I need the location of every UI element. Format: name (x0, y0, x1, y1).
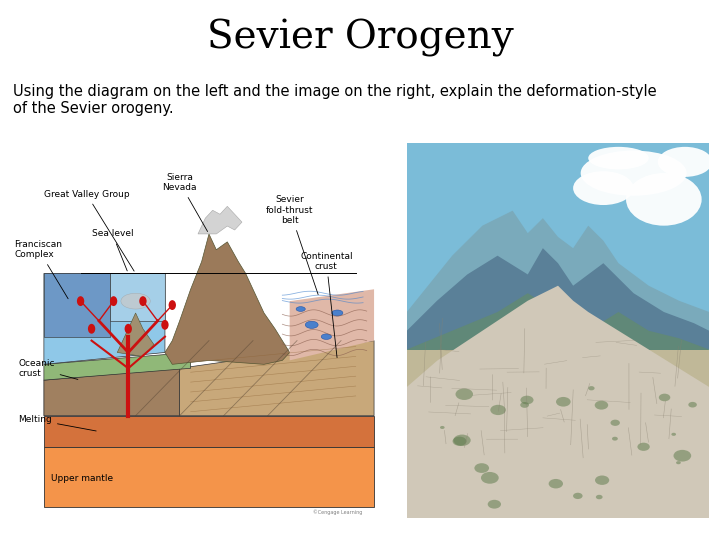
Ellipse shape (110, 296, 117, 306)
Bar (407, 349, 709, 518)
Ellipse shape (305, 321, 318, 328)
Polygon shape (407, 293, 709, 368)
Ellipse shape (658, 147, 712, 177)
Text: Continental
crust: Continental crust (300, 252, 353, 357)
Polygon shape (198, 206, 242, 234)
Polygon shape (117, 313, 154, 356)
Ellipse shape (161, 320, 168, 330)
Ellipse shape (671, 433, 676, 436)
Ellipse shape (456, 388, 473, 400)
Ellipse shape (88, 324, 95, 334)
Ellipse shape (521, 396, 534, 404)
Ellipse shape (595, 476, 609, 485)
Ellipse shape (453, 437, 467, 446)
Bar (407, 143, 709, 349)
Polygon shape (44, 273, 110, 336)
Ellipse shape (580, 151, 686, 195)
Text: Oceanic
crust: Oceanic crust (18, 359, 78, 380)
Ellipse shape (487, 500, 501, 509)
Text: Sevier Orogeny: Sevier Orogeny (207, 19, 513, 57)
Polygon shape (407, 248, 709, 349)
Text: Melting: Melting (18, 415, 96, 431)
Polygon shape (44, 273, 165, 364)
Ellipse shape (440, 426, 445, 429)
Ellipse shape (321, 334, 331, 340)
Polygon shape (44, 353, 191, 380)
Ellipse shape (596, 495, 603, 500)
Polygon shape (407, 286, 709, 518)
Ellipse shape (676, 461, 681, 464)
Ellipse shape (77, 296, 84, 306)
Ellipse shape (588, 147, 649, 170)
Polygon shape (165, 234, 289, 364)
Ellipse shape (332, 310, 343, 316)
Text: Using the diagram on the left and the image on the right, explain the deformatio: Using the diagram on the left and the im… (13, 84, 657, 116)
Ellipse shape (139, 296, 147, 306)
Ellipse shape (454, 435, 471, 446)
Polygon shape (110, 273, 165, 321)
Text: Upper mantle: Upper mantle (51, 475, 113, 483)
Ellipse shape (481, 472, 499, 484)
Ellipse shape (474, 463, 489, 473)
Ellipse shape (626, 173, 701, 226)
Ellipse shape (556, 397, 571, 407)
Ellipse shape (611, 420, 620, 426)
Polygon shape (44, 447, 374, 507)
Ellipse shape (673, 450, 691, 462)
Ellipse shape (296, 307, 305, 312)
Text: Sevier
fold-thrust
belt: Sevier fold-thrust belt (266, 195, 318, 294)
Polygon shape (407, 211, 709, 349)
Ellipse shape (121, 293, 150, 309)
Ellipse shape (637, 443, 649, 451)
Ellipse shape (490, 405, 506, 415)
Ellipse shape (612, 437, 618, 441)
Ellipse shape (595, 401, 608, 410)
Ellipse shape (588, 386, 595, 390)
Ellipse shape (573, 492, 582, 499)
Polygon shape (44, 368, 179, 416)
Polygon shape (179, 341, 374, 416)
Ellipse shape (168, 300, 176, 310)
Text: ©Cengage Learning: ©Cengage Learning (312, 510, 362, 516)
Text: Franciscan
Complex: Franciscan Complex (14, 240, 68, 299)
Text: Sea level: Sea level (91, 230, 133, 271)
Ellipse shape (125, 324, 132, 334)
Ellipse shape (659, 394, 670, 401)
Ellipse shape (573, 171, 634, 205)
Polygon shape (289, 289, 374, 360)
Polygon shape (44, 416, 374, 447)
Ellipse shape (521, 402, 529, 408)
Ellipse shape (549, 479, 563, 489)
Text: Great Valley Group: Great Valley Group (44, 190, 134, 271)
Ellipse shape (688, 402, 697, 408)
Text: Sierra
Nevada: Sierra Nevada (163, 173, 207, 232)
